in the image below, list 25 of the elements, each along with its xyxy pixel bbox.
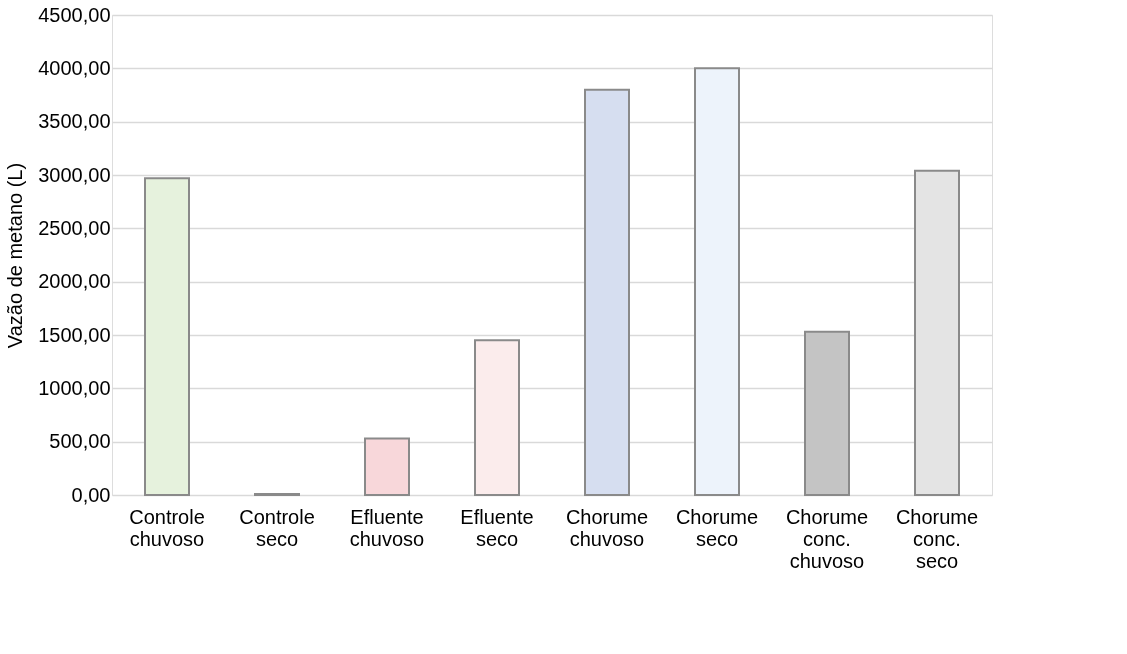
y-tick-label: 4000,00 (38, 56, 111, 79)
bar (474, 339, 520, 496)
y-tick-label: 3500,00 (38, 110, 111, 133)
x-tick-label: Efluente seco (460, 505, 534, 550)
y-tick-label: 3000,00 (38, 163, 111, 186)
y-tick-label: 1500,00 (38, 323, 111, 346)
y-tick-label: 1000,00 (38, 376, 111, 399)
y-tick-label: 2500,00 (38, 216, 111, 239)
y-tick-label: 500,00 (49, 430, 111, 453)
x-tick-label: Chorume conc. seco (895, 505, 979, 572)
y-tick-label: 2000,00 (38, 270, 111, 293)
bar (804, 330, 850, 496)
x-tick-label: Chorume chuvoso (565, 505, 649, 550)
x-tick-label: Controle seco (239, 505, 315, 550)
bar (694, 67, 740, 496)
x-tick-label: Efluente chuvoso (349, 505, 425, 550)
x-tick-label: Controle chuvoso (129, 505, 205, 550)
bar (584, 88, 630, 496)
y-tick-label: 4500,00 (38, 3, 111, 26)
y-tick-label: 0,00 (71, 483, 111, 506)
y-axis-title: Vazão de metano (L) (4, 162, 27, 349)
x-tick-label: Chorume conc. chuvoso (785, 505, 869, 572)
bar (144, 177, 190, 496)
x-tick-label: Chorume seco (675, 505, 759, 550)
bar (364, 437, 410, 496)
